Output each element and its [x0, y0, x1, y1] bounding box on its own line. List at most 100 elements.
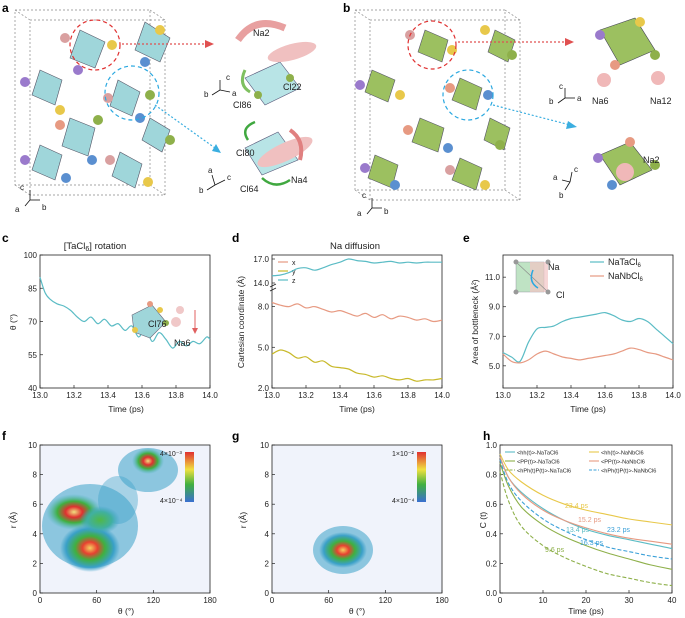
chart-e-xtick-label: 13.6 [597, 391, 613, 400]
chart-g-cbar-max: 1×10⁻² [392, 451, 414, 458]
nbcl6-octahedra-b [364, 29, 516, 191]
arrowhead-blue-a [212, 144, 221, 153]
label-cl64: Cl64 [240, 184, 259, 194]
chart-h-tau-label: 15.2 ps [578, 517, 601, 524]
chart-c-xtick-label: 13.2 [66, 391, 82, 400]
panel-d: d Na diffusion 13.0 13.2 13.4 13.6 13.8 14.0 2… [232, 231, 450, 414]
chart-h-legend-label: <hPh(t)P(t)>-NaTaCl6 [517, 469, 571, 475]
zoom-bottom-b: Na2 [593, 137, 660, 190]
chart-d-series-x [271, 301, 443, 323]
chart-f-colorbar [185, 452, 194, 502]
chart-e-legend: NaTaCl6 NaNbCl6 [590, 257, 644, 283]
chart-d-ytick-label: 5.0 [258, 343, 270, 352]
chart-c-xtick-label: 13.0 [32, 391, 48, 400]
arrow-blue-b [492, 104, 571, 126]
axis-c-b1: c [559, 82, 563, 91]
chart-d-series-z [271, 258, 442, 277]
panel-c: c [TaCl6] rotation 13.0 13.2 13.4 13.6 13.8 1… [2, 231, 218, 414]
chart-c-ytick-label: 40 [28, 384, 37, 393]
chart-c-title-tail: ] rotation [89, 241, 126, 252]
chart-g-ytick-label: 6 [265, 500, 270, 509]
chart-e-series-NaNbCl6 [502, 347, 674, 364]
chart-c-title-main: [TaCl [64, 241, 86, 252]
inset-label-cl76: Cl76 [148, 319, 167, 329]
axes-triad-b2 [561, 171, 573, 191]
chart-e-ytick-label: 7.0 [489, 332, 501, 341]
chart-c-ytick-label: 100 [24, 251, 38, 260]
inset-label-na6: Na6 [174, 338, 191, 348]
chart-c-xtick-label: 13.4 [100, 391, 116, 400]
chart-h-ytick-label: 1.0 [486, 441, 498, 450]
chart-h-legend-label: <PP(t)>-NaTaCl6 [517, 460, 560, 466]
chart-g-axes: 0 60 120 180 0 2 4 6 8 10 [260, 441, 449, 605]
zoom-top-b: Na6 Na12 [592, 17, 672, 106]
chart-e-xtick-label: 13.2 [529, 391, 545, 400]
cl-clusters-b [355, 25, 517, 190]
chart-g-density [313, 526, 373, 574]
crystal-box-b [354, 9, 521, 201]
chart-c-ytick-label: 85 [28, 284, 37, 293]
chart-c-ylabel: θ (°) [8, 314, 18, 330]
axis-b-a2: b [199, 186, 204, 195]
chart-f-axes: 0 60 120 180 0 2 4 6 8 10 [28, 441, 217, 605]
panel-letter-f: f [2, 429, 7, 443]
highlight-circle-red-b [407, 20, 457, 70]
panel-letter-g: g [232, 429, 239, 443]
chart-e-xtick-label: 13.0 [495, 391, 511, 400]
chart-g-ytick-label: 0 [265, 589, 270, 598]
chart-d-xtick-label: 13.4 [332, 391, 348, 400]
chart-c-ytick-label: 70 [28, 318, 37, 327]
axis-a-b1: a [577, 94, 582, 103]
chart-g-xtick-label: 0 [270, 596, 275, 605]
chart-h-tau-label: 13.4 ps [566, 527, 589, 534]
axes-triad-a2 [206, 174, 226, 191]
chart-f-ylabel: r (Å) [8, 512, 18, 529]
chart-d-ylabel: Cartesian coordinate (Å) [236, 276, 246, 368]
chart-c-plot: 13.0 13.2 13.4 13.6 13.8 14.0 40 55 70 85 100 [24, 251, 219, 400]
chart-d-ytick-label: 8.0 [258, 303, 270, 312]
chart-d-xtick-label: 13.8 [400, 391, 416, 400]
chart-h-legend-label: <PP(t)>-NaNbCl6 [601, 460, 645, 466]
axis-b-a0: b [42, 203, 47, 212]
chart-h-xtick-label: 20 [582, 596, 591, 605]
chart-f-ytick-label: 2 [33, 559, 38, 568]
chart-h-ytick-label: 0.6 [486, 500, 498, 509]
chart-c-xtick-label: 13.6 [134, 391, 150, 400]
chart-e-frame [502, 254, 674, 389]
chart-f-xlabel: θ (°) [118, 606, 134, 616]
arrowhead-blue-b [566, 121, 577, 129]
chart-g-xtick-label: 60 [324, 596, 333, 605]
inset-label-cl: Cl [556, 290, 565, 300]
chart-d-legend-label: y [292, 269, 296, 276]
chart-f-ytick-label: 10 [28, 441, 37, 450]
chart-h-ytick-label: 0.4 [486, 530, 498, 539]
chart-e-xlabel: Time (ps) [570, 404, 606, 414]
panel-letter-c: c [2, 231, 9, 245]
zoom-top-a: Na2 Cl86 Cl22 [233, 20, 317, 110]
label-na6-b: Na6 [592, 96, 609, 106]
chart-h-legend-label: <hPh(t)P(t)>-NaNbCl6 [601, 469, 656, 475]
chart-g-ytick-label: 2 [265, 559, 270, 568]
chart-d-series-y [271, 349, 443, 382]
panel-e: e 13.0 13.2 13.4 13.6 13.8 14.05.07.09.011.0 … [463, 231, 681, 414]
chart-f-density [42, 448, 178, 572]
chart-f-xtick-label: 120 [147, 596, 161, 605]
chart-f-cbar-min: 4×10⁻⁴ [160, 498, 182, 505]
axis-a-b2: a [553, 173, 558, 182]
chart-h-plot: 0 10 20 30 40 0.0 0.2 0.4 0.6 0.8 1.0 23.4 ps 15.2 p… [486, 441, 677, 605]
axis-b-a1: b [204, 90, 209, 99]
panel-b: b [343, 1, 672, 218]
chart-g-ytick-label: 8 [265, 471, 270, 480]
chart-h-tau-label: 9.6 ps [545, 547, 565, 554]
chart-c-series-line [39, 277, 211, 349]
chart-f-ytick-label: 6 [33, 500, 38, 509]
chart-h-tau-label: 23.2 ps [607, 527, 630, 534]
chart-e-series-NaTaCl6 [502, 311, 674, 363]
chart-c-ytick-label: 55 [28, 351, 37, 360]
chart-c-xtick-label: 13.8 [168, 391, 184, 400]
panel-a: a [2, 1, 317, 214]
panel-h: h 0 10 20 30 40 0.0 0.2 0.4 0.6 0.8 1.0 23.4 ps 15.2… [478, 429, 677, 616]
chart-h-tau-label: 23.4 ps [565, 503, 588, 510]
chart-f-ytick-label: 4 [33, 530, 38, 539]
chart-d-frame [271, 254, 443, 389]
